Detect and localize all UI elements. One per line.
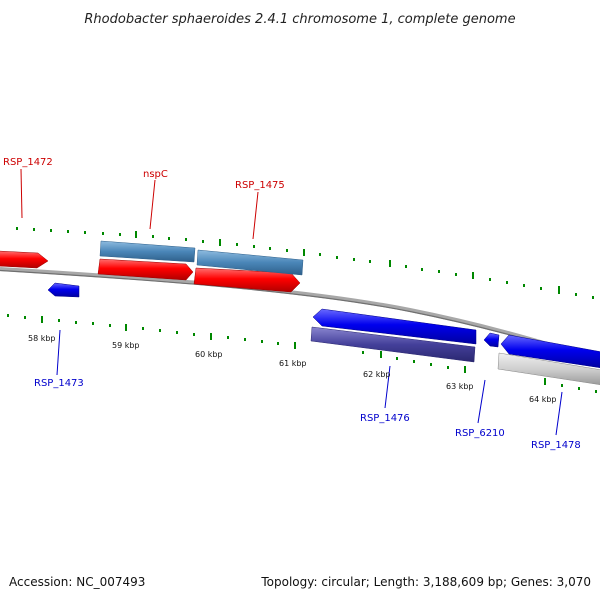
- feature-bar-rsp1476[interactable]: [310, 326, 476, 363]
- gene-arrow-rsp1476[interactable]: [312, 308, 477, 345]
- scale-label-61kbp: 61 kbp: [279, 359, 307, 368]
- gene-label-rsp1478[interactable]: RSP_1478: [531, 440, 581, 451]
- gene-arrow-rsp1478[interactable]: [500, 334, 600, 368]
- leader-nspc: [149, 179, 156, 230]
- gene-arrow-rsp1473[interactable]: [47, 282, 80, 298]
- feature-bar-rsp1478[interactable]: [497, 352, 600, 385]
- gene-label-rsp1472[interactable]: RSP_1472: [3, 157, 53, 168]
- scale-label-63kbp: 63 kbp: [446, 382, 474, 391]
- scale-label-60kbp: 60 kbp: [195, 350, 223, 359]
- gene-label-rsp1473[interactable]: RSP_1473: [34, 378, 84, 389]
- scale-label-64kbp: 64 kbp: [529, 395, 557, 404]
- upper-tick-track: [16, 227, 594, 299]
- leader-rsp1472: [20, 168, 23, 219]
- scale-label-59kbp: 59 kbp: [112, 341, 140, 350]
- gene-arrow-rsp1472[interactable]: [0, 250, 49, 269]
- leader-rsp1473: [56, 329, 61, 376]
- gene-label-nspc[interactable]: nspC: [143, 169, 168, 180]
- map-title: Rhodobacter sphaeroides 2.4.1 chromosome…: [84, 12, 515, 27]
- scale-label-58kbp: 58 kbp: [28, 334, 56, 343]
- feature-bar-nspc[interactable]: [99, 240, 196, 263]
- feature-bar-rsp1475[interactable]: [196, 249, 304, 276]
- lower-tick-track: [7, 314, 597, 393]
- scale-label-62kbp: 62 kbp: [363, 370, 391, 379]
- gene-arrow-nspc[interactable]: [97, 258, 194, 281]
- leader-rsp1475: [252, 191, 259, 240]
- genome-summary-text: Topology: circular; Length: 3,188,609 bp…: [260, 575, 591, 589]
- gene-label-rsp1476[interactable]: RSP_1476: [360, 413, 410, 424]
- leader-rsp1476: [384, 365, 391, 409]
- gene-arrow-rsp6210[interactable]: [483, 332, 500, 348]
- leader-rsp1478: [555, 391, 563, 436]
- gene-label-rsp6210[interactable]: RSP_6210: [455, 428, 505, 439]
- accession-text: Accession: NC_007493: [9, 575, 145, 589]
- leader-rsp6210: [477, 379, 486, 424]
- gene-label-rsp1475[interactable]: RSP_1475: [235, 180, 285, 191]
